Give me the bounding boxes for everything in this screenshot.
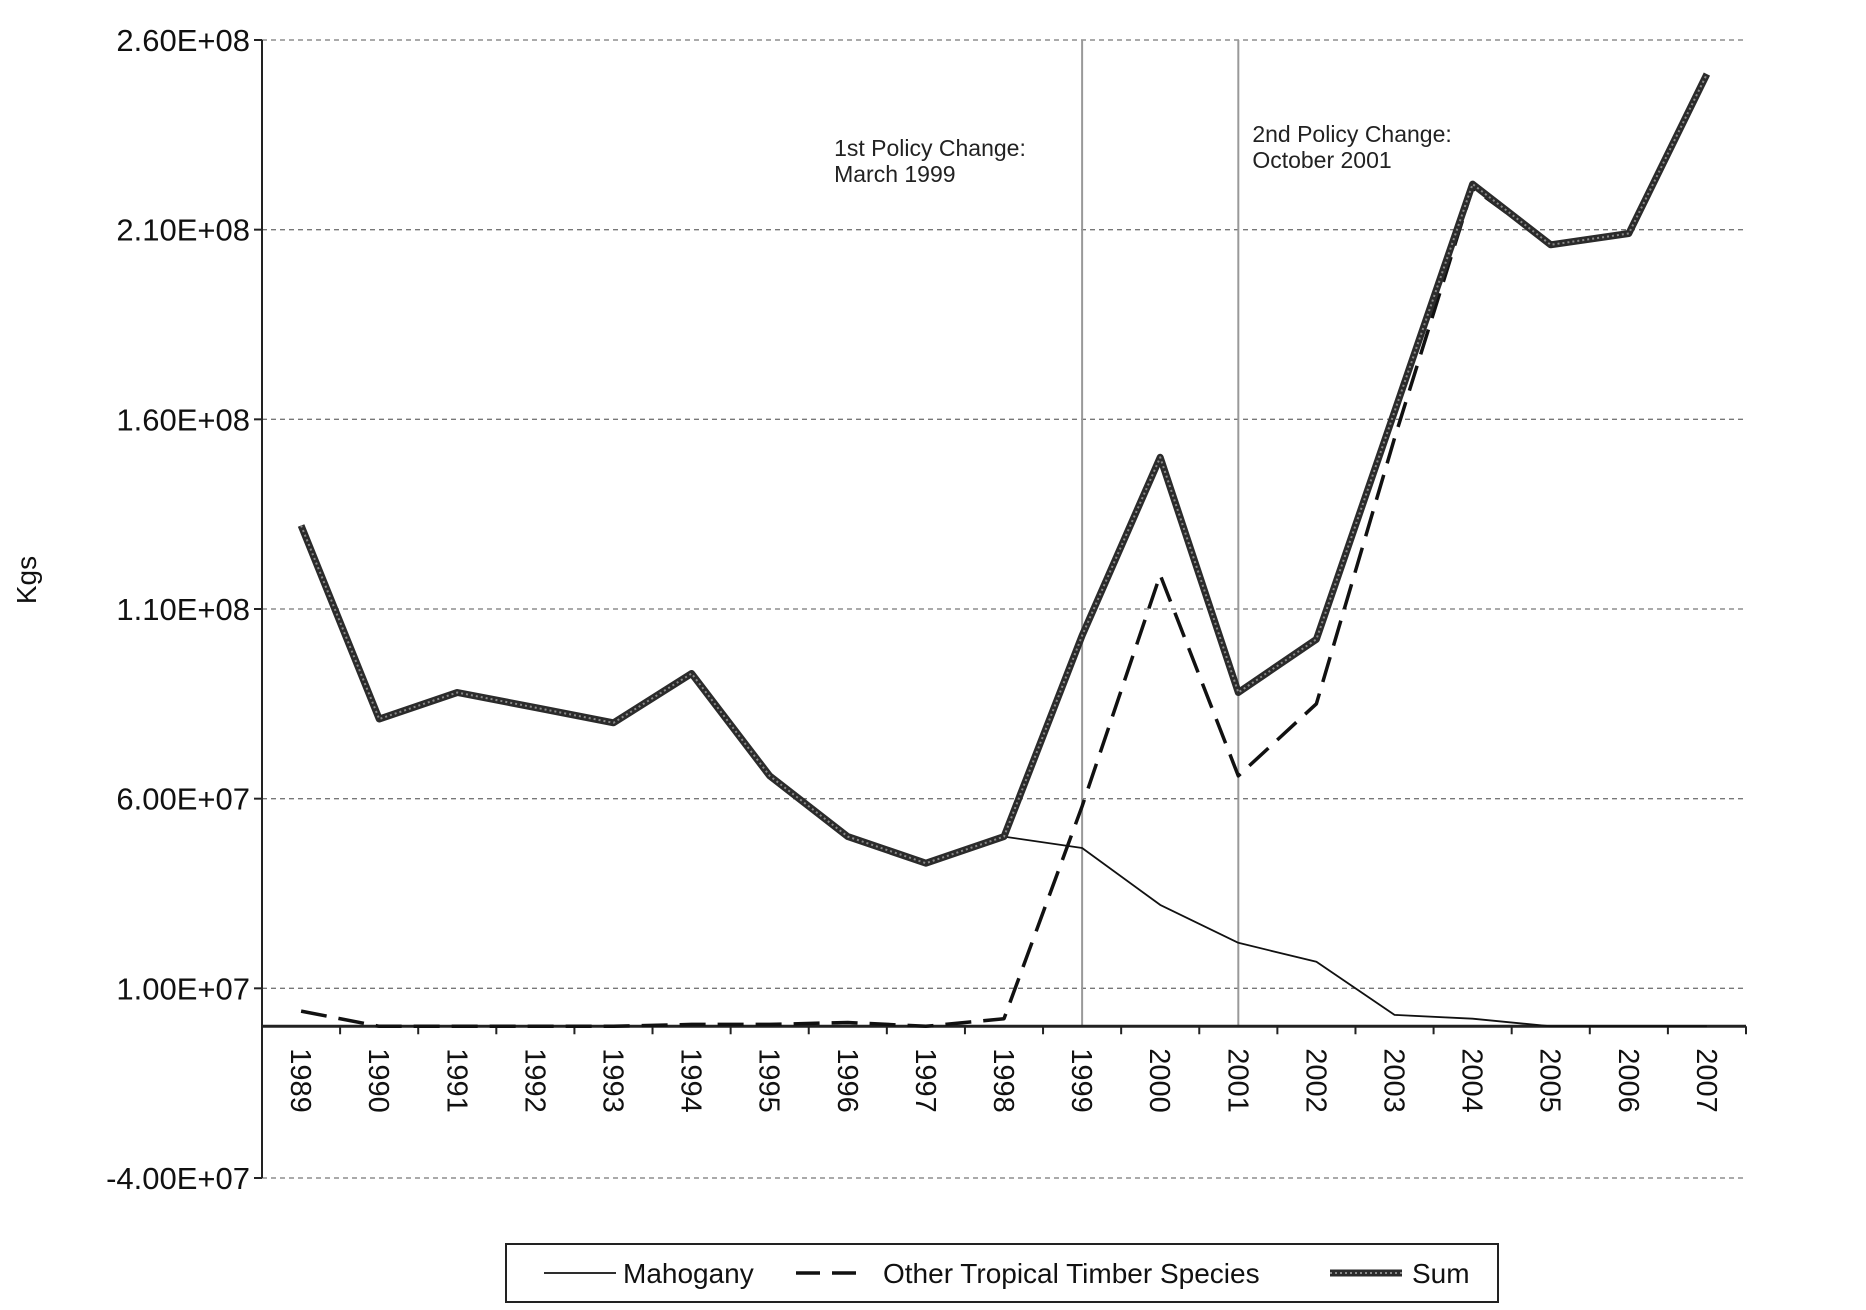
x-tick-label: 2003 bbox=[1378, 1048, 1410, 1113]
y-axis-label: Kgs bbox=[11, 556, 42, 604]
x-tick-label: 1993 bbox=[596, 1048, 628, 1113]
x-tick-label: 2000 bbox=[1143, 1048, 1175, 1113]
x-axis-ticks: 1989 1990 1991 1992 1993 1994 1995 1996 1997 1998… bbox=[261, 1026, 1747, 1113]
series-line-sum bbox=[297, 72, 1711, 867]
x-tick-label: 2007 bbox=[1690, 1048, 1722, 1113]
x-tick-label: 1994 bbox=[675, 1048, 707, 1113]
y-tick-label: 6.00E+07 bbox=[116, 782, 250, 817]
gridlines bbox=[262, 39, 1746, 1179]
x-tick-label: 1989 bbox=[284, 1048, 316, 1113]
x-tick-label: 1996 bbox=[831, 1048, 863, 1113]
x-tick-label: 1991 bbox=[440, 1048, 472, 1113]
policy-change-annotation: 2nd Policy Change: bbox=[1252, 121, 1451, 147]
legend-label: Sum bbox=[1412, 1258, 1470, 1289]
x-tick-label: 2001 bbox=[1221, 1048, 1253, 1113]
y-tick-label: -4.00E+07 bbox=[106, 1161, 250, 1196]
x-tick-label: 1999 bbox=[1065, 1048, 1097, 1113]
y-tick-label: 1.60E+08 bbox=[116, 402, 250, 437]
series-lines bbox=[297, 72, 1711, 1029]
y-axis-ticks: 2.60E+08 2.10E+08 1.60E+08 1.10E+08 6.00E+07… bbox=[106, 23, 262, 1196]
legend: Mahogany Other Tropical Timber Species Sum bbox=[505, 1243, 1499, 1303]
policy-change-lines bbox=[1081, 40, 1240, 1027]
x-tick-label: 2005 bbox=[1534, 1048, 1566, 1113]
x-tick-label: 2006 bbox=[1612, 1048, 1644, 1113]
y-tick-label: 1.10E+08 bbox=[116, 592, 250, 627]
y-tick-label: 2.60E+08 bbox=[116, 23, 250, 58]
x-tick-label: 1997 bbox=[909, 1048, 941, 1113]
policy-change-annotation: 1st Policy Change: bbox=[834, 135, 1026, 161]
series-line-other-tropical-timber-species bbox=[300, 73, 1709, 1029]
legend-label: Mahogany bbox=[623, 1258, 754, 1289]
x-tick-label: 1998 bbox=[987, 1048, 1019, 1113]
x-tick-label: 1995 bbox=[753, 1048, 785, 1113]
policy-change-annotation: October 2001 bbox=[1252, 147, 1391, 173]
x-tick-label: 1992 bbox=[518, 1048, 550, 1113]
x-tick-label: 2002 bbox=[1299, 1048, 1331, 1113]
legend-label: Other Tropical Timber Species bbox=[883, 1258, 1260, 1289]
y-tick-label: 2.10E+08 bbox=[116, 213, 250, 248]
x-tick-label: 2004 bbox=[1456, 1048, 1488, 1113]
y-tick-label: 1.00E+07 bbox=[116, 971, 250, 1006]
series-line-mahogany bbox=[300, 525, 1707, 1028]
annotations: 1st Policy Change:March 1999 2nd Policy C… bbox=[834, 121, 1452, 187]
x-tick-label: 1990 bbox=[362, 1048, 394, 1113]
series-line-sum-texture bbox=[300, 73, 1708, 865]
policy-change-annotation: March 1999 bbox=[834, 161, 955, 187]
